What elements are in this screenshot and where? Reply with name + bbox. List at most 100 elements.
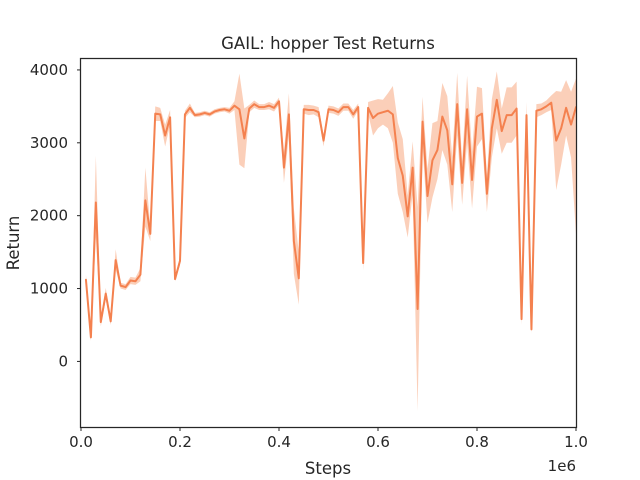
data-point: [476, 116, 478, 118]
data-point: [219, 109, 221, 111]
data-point: [412, 167, 414, 169]
y-tick-label: 2000: [30, 207, 68, 225]
data-point: [570, 124, 572, 126]
data-point: [229, 110, 231, 112]
data-point: [298, 278, 300, 280]
data-point: [100, 321, 102, 323]
data-point: [140, 274, 142, 276]
data-point: [199, 114, 201, 116]
data-point: [214, 111, 216, 113]
data-point: [471, 179, 473, 181]
data-point: [392, 114, 394, 116]
data-point: [496, 99, 498, 101]
data-point: [427, 195, 429, 197]
data-point: [348, 106, 350, 108]
x-axis-offset-label: 1e6: [548, 457, 576, 475]
data-point: [224, 108, 226, 110]
data-point: [174, 278, 176, 280]
confidence-band: [85, 71, 576, 411]
data-point: [164, 135, 166, 137]
data-point: [560, 127, 562, 129]
data-point: [278, 100, 280, 102]
data-point: [367, 107, 369, 109]
data-point: [555, 140, 557, 142]
data-point: [258, 106, 260, 108]
data-point: [154, 113, 156, 115]
data-point: [432, 159, 434, 161]
data-point: [481, 113, 483, 115]
data-point: [293, 240, 295, 242]
data-point: [447, 130, 449, 132]
data-point: [456, 103, 458, 105]
data-point: [536, 110, 538, 112]
data-point: [511, 114, 513, 116]
data-point: [501, 130, 503, 132]
data-point: [239, 108, 241, 110]
data-point: [506, 114, 508, 116]
data-point: [313, 109, 315, 111]
y-tick-label: 0: [58, 352, 68, 370]
data-point: [234, 105, 236, 107]
data-point: [372, 117, 374, 119]
data-point: [130, 280, 132, 282]
x-tick-label: 0.8: [465, 433, 489, 451]
data-point: [343, 106, 345, 108]
data-point: [308, 109, 310, 111]
data-point: [437, 149, 439, 151]
data-point: [268, 105, 270, 107]
data-point: [541, 108, 543, 110]
data-point: [402, 175, 404, 177]
x-tick-label: 1.0: [564, 433, 588, 451]
x-tick-label: 0.2: [168, 433, 192, 451]
data-point: [565, 107, 567, 109]
data-point: [491, 127, 493, 129]
y-axis-label: Return: [4, 216, 23, 271]
data-point: [318, 111, 320, 113]
data-point: [125, 286, 127, 288]
x-axis-ticks: 0.0 0.2 0.4 0.6 0.8 1.0: [69, 427, 588, 451]
x-tick-label: 0.4: [267, 433, 291, 451]
data-point: [263, 106, 265, 108]
y-tick-label: 4000: [30, 61, 68, 79]
y-axis-ticks: 0 1000 2000 3000 4000: [30, 61, 81, 370]
y-tick-label: 1000: [30, 280, 68, 298]
data-point: [526, 114, 528, 116]
data-point: [338, 111, 340, 113]
x-tick-label: 0.6: [366, 433, 390, 451]
y-tick-label: 3000: [30, 134, 68, 152]
data-point: [531, 329, 533, 331]
data-point: [422, 121, 424, 123]
data-point: [244, 138, 246, 140]
data-point: [179, 260, 181, 262]
data-point: [516, 108, 518, 110]
data-point: [90, 337, 92, 339]
data-point: [204, 112, 206, 114]
x-axis-label: Steps: [305, 459, 351, 478]
data-point: [209, 114, 211, 116]
data-point: [120, 285, 122, 287]
data-point: [145, 200, 147, 202]
data-point: [95, 202, 97, 204]
data-point: [377, 113, 379, 115]
data-point: [184, 114, 186, 116]
data-point: [105, 293, 107, 295]
data-point: [85, 279, 87, 281]
data-point: [382, 111, 384, 113]
series-line-layer: [84, 98, 577, 339]
series-line: [84, 98, 577, 339]
data-point: [194, 114, 196, 116]
data-point: [461, 182, 463, 184]
data-point: [442, 116, 444, 118]
data-point: [466, 108, 468, 110]
data-point: [150, 233, 152, 235]
confidence-band-layer: [85, 71, 576, 411]
data-point: [323, 140, 325, 142]
data-point: [417, 308, 419, 310]
data-point: [357, 106, 359, 108]
data-point: [387, 110, 389, 112]
data-point: [328, 108, 330, 110]
plot-frame: [79, 57, 578, 429]
data-point: [303, 108, 305, 110]
